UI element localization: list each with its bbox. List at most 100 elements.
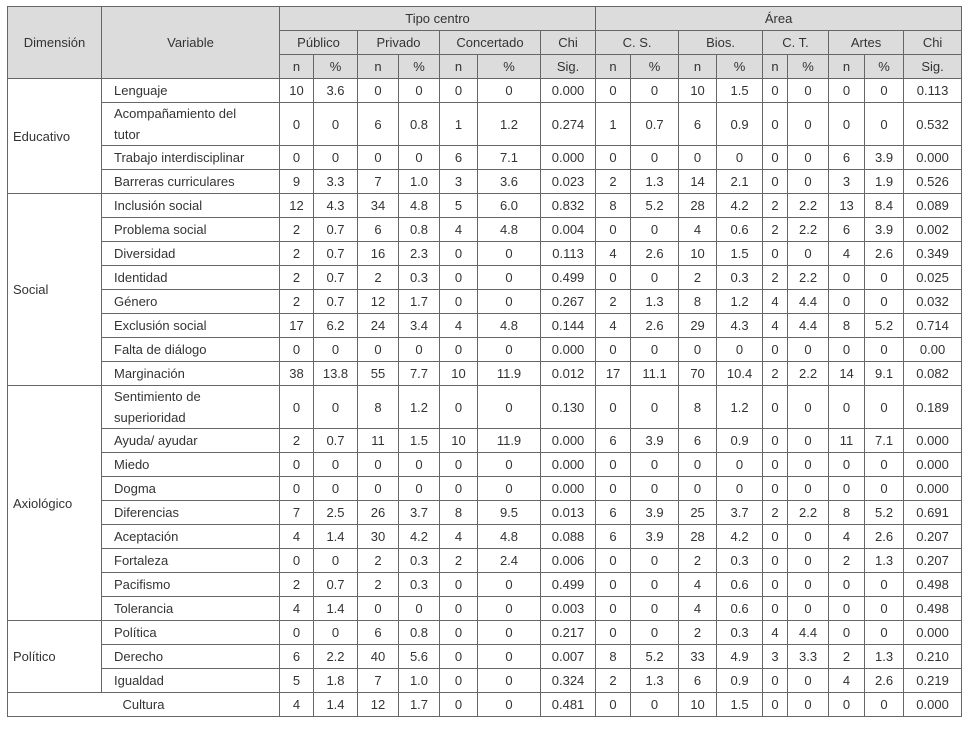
value-cell: 2.6	[630, 241, 680, 266]
value-cell: 0	[864, 620, 905, 645]
data-row: Falta de diálogo 0 0 0 0 0 0 0.000 0 0 0 0 0 0 0 0 0.00	[8, 337, 963, 362]
value-cell: 0.498	[903, 572, 963, 597]
value-cell: 1.3	[864, 644, 905, 669]
header-cell: n	[762, 54, 789, 79]
value-cell: 0	[787, 548, 830, 573]
value-cell: 0	[630, 337, 680, 362]
data-row: Marginación 38 13.8 55 7.7 10 11.9 0.012 17 11.1 7…	[8, 361, 963, 386]
header-cell: Dimensión	[7, 6, 102, 79]
value-cell: 0	[762, 169, 789, 194]
value-cell: 3	[828, 169, 866, 194]
value-cell: 0	[864, 692, 905, 717]
header-cell: Artes	[828, 30, 905, 55]
value-cell: 0.7	[313, 217, 358, 242]
value-cell: 70	[678, 361, 718, 386]
value-cell: 0	[828, 452, 866, 477]
value-cell: 2.2	[787, 217, 830, 242]
value-cell: 6	[279, 644, 314, 669]
value-cell: 0	[595, 452, 632, 477]
value-cell: 0	[595, 476, 632, 501]
value-cell: 17	[595, 361, 632, 386]
value-cell: 0	[787, 78, 830, 103]
data-row: Género 2 0.7 12 1.7 0 0 0.267 2 1.3 8 1.2 4 4.4 0 0 0.03…	[8, 289, 963, 314]
value-cell: 17	[279, 313, 314, 338]
value-cell: 0	[439, 337, 478, 362]
value-cell: 1.4	[313, 524, 358, 549]
value-cell: 0	[279, 385, 314, 429]
value-cell: 0	[357, 78, 399, 103]
value-cell: 10	[678, 692, 718, 717]
value-cell: 8	[595, 644, 632, 669]
value-cell: 0	[439, 620, 478, 645]
value-cell: 2.3	[398, 241, 440, 266]
value-cell: 0.032	[903, 289, 963, 314]
value-cell: 2	[762, 193, 789, 218]
value-cell: 10	[678, 78, 718, 103]
value-cell: 28	[678, 524, 718, 549]
value-cell: 9.5	[477, 500, 541, 525]
value-cell: 0.000	[903, 476, 963, 501]
value-cell: 2	[678, 265, 718, 290]
variable-cell: Política	[101, 620, 280, 645]
value-cell: 0.324	[539, 668, 597, 693]
value-cell: 2	[595, 668, 632, 693]
value-cell: 24	[357, 313, 399, 338]
header-cell: %	[716, 54, 764, 79]
value-cell: 7.1	[864, 428, 905, 453]
value-cell: 0	[630, 476, 680, 501]
value-cell: 0	[762, 668, 789, 693]
value-cell: 2	[279, 289, 314, 314]
value-cell: 0.000	[539, 428, 597, 453]
variable-cell: Acompañamiento del tutor	[101, 102, 280, 146]
value-cell: 0	[787, 169, 830, 194]
value-cell: 4	[439, 217, 478, 242]
value-cell: 55	[357, 361, 399, 386]
value-cell: 0.00	[903, 337, 963, 362]
data-row: Exclusión social 17 6.2 24 3.4 4 4.8 0.144 4 2.6 2…	[8, 313, 963, 338]
value-cell: 2.6	[864, 524, 905, 549]
value-cell: 0	[595, 217, 632, 242]
value-cell: 0.3	[398, 548, 440, 573]
value-cell: 0.023	[539, 169, 597, 194]
value-cell: 8	[439, 500, 478, 525]
value-cell: 0.012	[539, 361, 597, 386]
variable-cell: Tolerancia	[101, 596, 280, 621]
value-cell: 8	[357, 385, 399, 429]
value-cell: 0	[439, 241, 478, 266]
value-cell: 6	[678, 668, 718, 693]
variable-cell: Miedo	[101, 452, 280, 477]
value-cell: 0.025	[903, 265, 963, 290]
value-cell: 3.9	[630, 428, 680, 453]
value-cell: 4.4	[787, 620, 830, 645]
value-cell: 26	[357, 500, 399, 525]
value-cell: 2	[828, 644, 866, 669]
value-cell: 0	[762, 692, 789, 717]
header-cell: n	[678, 54, 718, 79]
dimension-cell: Educativo	[7, 78, 102, 194]
value-cell: 0	[787, 476, 830, 501]
value-cell: 0.000	[539, 78, 597, 103]
value-cell: 0	[787, 385, 830, 429]
value-cell: 7	[279, 500, 314, 525]
value-cell: 0.210	[903, 644, 963, 669]
value-cell: 0.3	[398, 265, 440, 290]
value-cell: 0.3	[716, 548, 764, 573]
value-cell: 0	[477, 692, 541, 717]
variable-cell: Sentimiento de superioridad	[101, 385, 280, 429]
value-cell: 0	[630, 217, 680, 242]
variable-cell: Pacifismo	[101, 572, 280, 597]
value-cell: 0.006	[539, 548, 597, 573]
header-cell: n	[439, 54, 478, 79]
value-cell: 0	[439, 265, 478, 290]
variable-cell: Diversidad	[101, 241, 280, 266]
value-cell: 0	[787, 102, 830, 146]
value-cell: 0	[398, 78, 440, 103]
value-cell: 0.088	[539, 524, 597, 549]
value-cell: 1.2	[716, 385, 764, 429]
value-cell: 0	[595, 337, 632, 362]
value-cell: 0	[864, 337, 905, 362]
value-cell: 0.000	[539, 452, 597, 477]
data-row: Dogma 0 0 0 0 0 0 0.000 0 0 0 0 0 0 0 0 0.000	[8, 476, 963, 501]
value-cell: 4.3	[313, 193, 358, 218]
value-cell: 3.4	[398, 313, 440, 338]
